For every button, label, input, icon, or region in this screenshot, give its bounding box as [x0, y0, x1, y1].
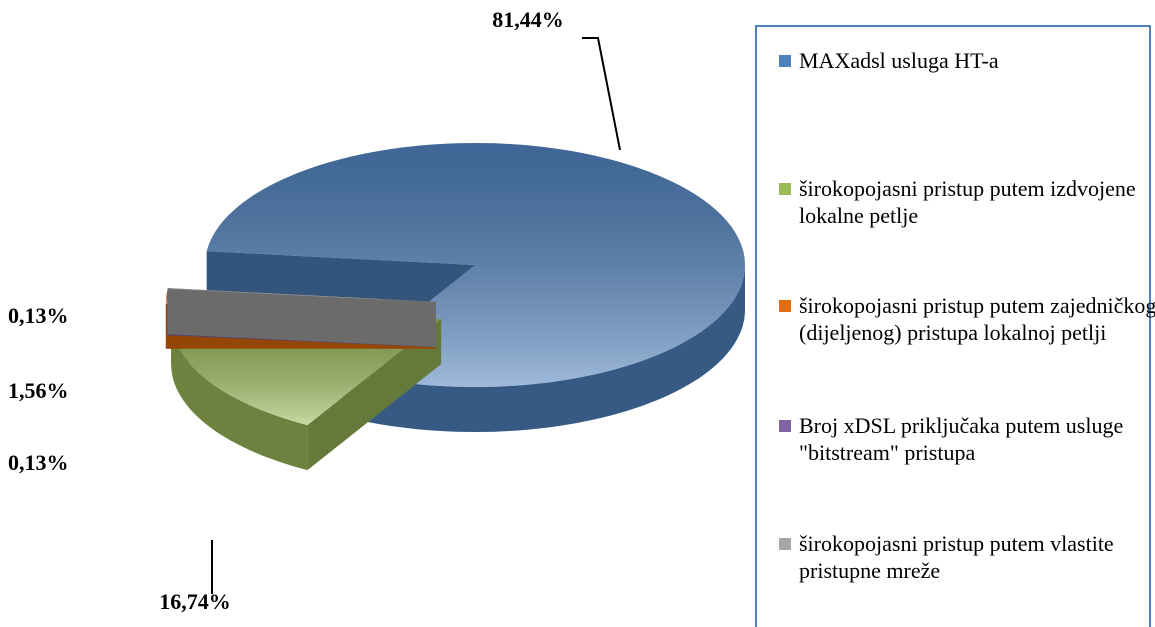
legend-label: širokopojasni pristup putem vlastite pri… [799, 531, 1114, 583]
legend-label: Broj xDSL priključaka putem usluge "bits… [799, 413, 1124, 465]
data-label: 0,13% [8, 303, 69, 328]
slice-side-shade [167, 288, 437, 347]
leader-line [582, 37, 621, 151]
data-label: 0,13% [8, 450, 69, 475]
legend-label: širokopojasni pristup putem izdvojene lo… [799, 176, 1136, 228]
slice-top-shine [206, 143, 745, 387]
legend-item: MAXadsl usluga HT-a [779, 47, 1155, 74]
legend-item: širokopojasni pristup putem izdvojene lo… [779, 175, 1155, 229]
legend: MAXadsl usluga HT-a širokopojasni pristup… [755, 25, 1155, 627]
legend-label: MAXadsl usluga HT-a [799, 48, 999, 73]
legend-label: širokopojasni pristup putem zajedničkog … [799, 293, 1155, 345]
legend-item: Broj xDSL priključaka putem usluge "bits… [779, 412, 1155, 466]
legend-swatch [779, 300, 791, 312]
legend-swatch [779, 55, 791, 67]
data-label: 1,56% [8, 378, 69, 403]
legend-swatch [779, 183, 791, 195]
data-label: 16,74% [159, 589, 231, 614]
legend-swatch [779, 538, 791, 550]
slice-side [167, 288, 437, 347]
slice-wall-shade [171, 319, 308, 471]
data-label: 81,44% [492, 7, 564, 32]
slice-top-shine [167, 288, 436, 302]
slice-wall [171, 319, 308, 471]
legend-item: širokopojasni pristup putem vlastite pri… [779, 530, 1155, 584]
slice [167, 288, 437, 347]
slice-wall-shade [341, 265, 745, 432]
legend-swatch [779, 420, 791, 432]
legend-item: širokopojasni pristup putem zajedničkog … [779, 292, 1155, 346]
slice-wall [341, 265, 745, 432]
pie-area: 81,44% 16,74% 1,56% 0,13% 0,13% [8, 7, 745, 614]
